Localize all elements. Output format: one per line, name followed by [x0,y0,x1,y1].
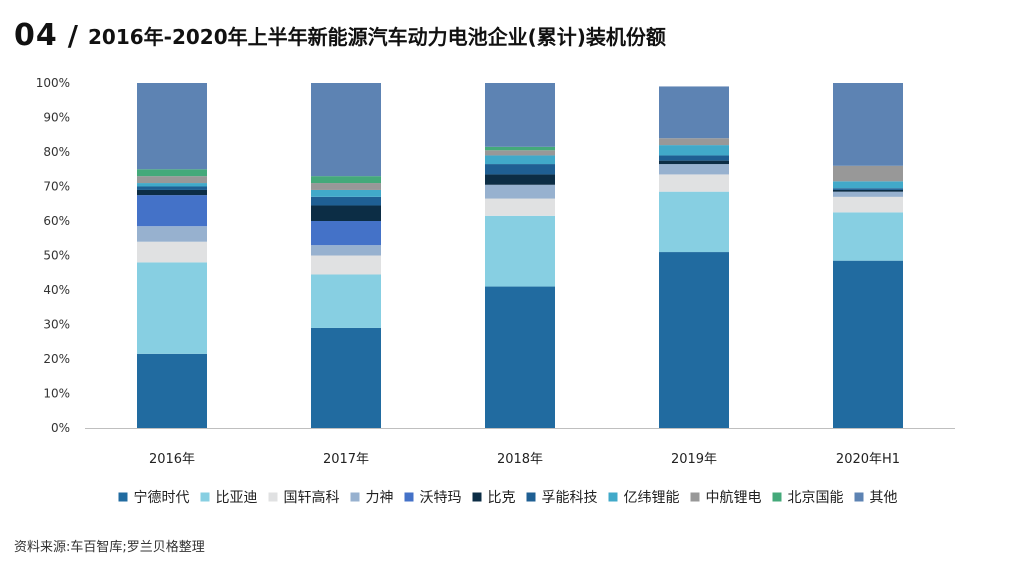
bar-segment [659,252,729,428]
legend-label: 力神 [366,490,394,506]
y-tick-label: 70% [43,180,70,194]
bar-segment [137,353,207,428]
legend-swatch [854,492,864,502]
bar-segment [311,221,381,246]
y-tick-label: 30% [43,318,70,332]
legend-label: 宁德时代 [134,489,190,506]
bar-segment [833,181,903,189]
bar-segment [659,138,729,146]
legend-swatch [350,492,360,502]
legend-swatch [772,492,782,502]
legend-label: 亿纬锂能 [624,490,680,506]
bar-segment [137,241,207,263]
y-tick-label: 100% [36,76,70,90]
legend-label: 沃特玛 [420,490,462,506]
y-tick-label: 80% [43,145,70,159]
bar-segment [137,176,207,184]
bar-segment [137,169,207,177]
bar-segment [311,255,381,275]
chart-title: 2016年-2020年上半年新能源汽车动力电池企业(累计)装机份额 [87,25,666,49]
bar-segment [833,191,903,197]
bar-segment [311,83,381,177]
legend-swatch [118,492,128,502]
bar-segment [659,191,729,253]
x-tick-label: 2017年 [323,452,369,467]
legend-swatch [200,492,210,502]
bar-segment [311,183,381,190]
bar-segment [485,83,555,147]
legend-label: 比亚迪 [216,490,258,506]
stacked-bar-chart: 0% 10% 20% 30% 40% 50% 60% 70% 80% 90% 100% 2016年 20… [36,76,955,506]
legend-swatch [690,492,700,502]
section-slash: / [67,19,78,52]
bar-segment [311,274,381,328]
bar-segment [137,83,207,170]
bar-segment [485,164,555,175]
bar-segment [833,165,903,182]
y-tick-label: 90% [43,111,70,125]
bar-segment [833,188,903,190]
y-tick-label: 20% [43,352,70,366]
bar-segment [833,212,903,261]
bar-segment [137,195,207,227]
bar-segment [137,186,207,190]
bar-segment [659,86,729,139]
legend-label: 中航锂电 [706,490,762,506]
x-tick-label: 2018年 [497,452,543,467]
bar-segment [311,245,381,256]
bar-segment [659,155,729,161]
bar-segment [833,260,903,428]
bar-segment [311,327,381,428]
y-tick-label: 10% [43,387,70,401]
x-tick-label: 2016年 [149,452,195,467]
legend-swatch [608,492,618,502]
bar-segment [485,155,555,165]
bar-segment [485,215,555,287]
bar-segment [311,189,381,197]
legend-label: 比克 [488,490,516,506]
bar-segment [485,146,555,151]
bar-segment [311,196,381,206]
legend-label: 其他 [870,490,898,506]
legend-label: 北京国能 [788,490,844,506]
bar-segment [485,286,555,428]
legend-swatch [404,492,414,502]
y-tick-label: 40% [43,283,70,297]
bar-segment [485,150,555,156]
bar-segment [311,205,381,221]
bar-segment [137,226,207,242]
bar-segment [659,160,729,165]
legend-swatch [472,492,482,502]
chart-header: 04 / 2016年-2020年上半年新能源汽车动力电池企业(累计)装机份额 [14,18,666,53]
bar-segment [137,189,207,196]
bar-segment [659,164,729,175]
bar-segment [311,176,381,184]
legend-label: 孚能科技 [542,490,598,506]
x-tick-label: 2019年 [671,452,717,467]
bar-segment [137,262,207,354]
x-tick-label: 2020年H1 [836,452,900,467]
legend-swatch [526,492,536,502]
bar-segment [137,183,207,187]
y-tick-label: 0% [51,421,70,435]
bar-segment [485,184,555,199]
bar-segment [833,83,903,166]
source-note: 资料来源:车百智库;罗兰贝格整理 [14,540,205,555]
section-number: 04 [14,18,58,53]
bar-segment [659,174,729,192]
legend-label: 国轩高科 [284,489,340,506]
y-tick-label: 50% [43,249,70,263]
bar-segment [659,145,729,156]
bar-segment [485,174,555,185]
legend-swatch [268,492,278,502]
bar-segment [485,198,555,216]
bar-segment [833,196,903,213]
y-tick-label: 60% [43,214,70,228]
bar-segment [833,189,903,192]
